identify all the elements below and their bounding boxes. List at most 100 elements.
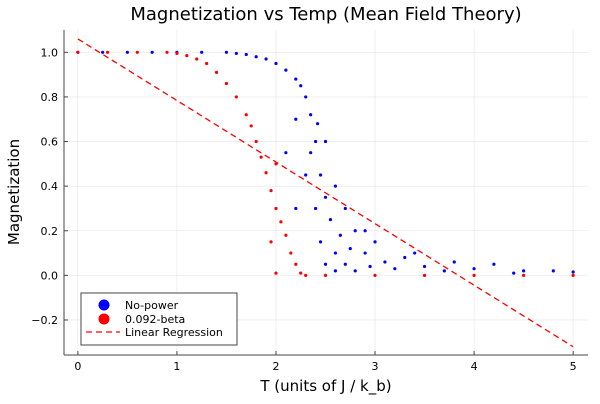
legend: No-power 0.092-beta Linear Regression — [80, 292, 238, 346]
no-power-point — [348, 246, 352, 251]
no-power-point — [328, 218, 333, 222]
no-power-point — [442, 269, 446, 273]
no-power-point — [373, 240, 377, 244]
chart-title: Magnetization vs Temp (Mean Field Theory… — [130, 4, 521, 25]
no-power-point — [315, 122, 320, 126]
no-power-point — [323, 139, 328, 144]
no-power-point — [333, 251, 338, 255]
no-power-point — [338, 233, 342, 237]
no-power-point — [452, 260, 456, 264]
x-tick-label: 3 — [372, 360, 379, 373]
no-power-point — [284, 68, 288, 72]
no-power-point — [472, 267, 476, 271]
no-power-point — [254, 55, 258, 59]
grid — [64, 30, 588, 355]
beta-point — [224, 81, 229, 86]
beta-point — [323, 273, 328, 277]
beta-point — [571, 273, 575, 277]
y-tick-label: 0.4 — [41, 180, 59, 193]
y-tick-label: −0.2 — [31, 314, 58, 327]
no-power-point — [299, 84, 303, 88]
beta-point — [165, 50, 169, 54]
beta-point — [135, 50, 139, 54]
beta-point — [289, 251, 293, 255]
x-tick-label: 1 — [173, 360, 180, 373]
no-power-point — [125, 50, 129, 54]
no-power-point — [323, 262, 328, 266]
no-power-point — [512, 271, 516, 275]
no-power-point — [313, 139, 318, 144]
no-power-point — [413, 251, 417, 255]
no-power-point — [200, 50, 204, 54]
no-power-point — [304, 95, 308, 99]
x-tick-label: 5 — [570, 360, 577, 373]
beta-point — [269, 189, 273, 193]
no-power-point — [244, 52, 248, 57]
legend-marker-beta — [98, 313, 110, 325]
beta-point — [205, 61, 209, 66]
regression-line — [77, 38, 574, 348]
no-power-point — [343, 262, 347, 266]
beta-point — [259, 155, 263, 159]
no-power-point — [343, 206, 347, 211]
beta-point — [105, 50, 110, 54]
x-tick-label: 0 — [74, 360, 81, 373]
no-power-point — [363, 229, 367, 233]
beta-point — [195, 57, 199, 61]
tick-labels: 0 1 2 3 4 5 −0.2 0.0 0.2 0.4 0.6 0.8 1.0 — [31, 46, 576, 373]
legend-label-beta: 0.092-beta — [125, 313, 185, 326]
beta-point — [274, 206, 278, 211]
x-tick-label: 2 — [272, 360, 279, 373]
y-tick-label: 0.8 — [41, 91, 59, 104]
no-power-point — [309, 113, 313, 117]
data-marks — [76, 38, 575, 348]
beta-point — [284, 233, 288, 237]
beta-point — [279, 220, 283, 224]
no-power-point — [224, 50, 229, 54]
no-power-point — [333, 269, 338, 273]
y-tick-label: 0.6 — [41, 136, 59, 149]
no-power-point — [368, 264, 372, 269]
no-power-point — [551, 269, 555, 273]
no-power-point — [383, 260, 387, 264]
y-tick-label: 0.2 — [41, 225, 59, 238]
no-power-point — [492, 262, 496, 266]
no-power-point — [318, 240, 323, 244]
axes — [63, 30, 588, 356]
beta-point — [175, 51, 179, 56]
beta-point — [269, 240, 273, 244]
beta-point — [472, 273, 476, 277]
no-power-point — [304, 173, 308, 177]
beta-point — [244, 113, 248, 117]
no-power-point — [294, 117, 298, 121]
beta-point — [264, 171, 268, 175]
no-power-point — [264, 57, 268, 61]
no-power-point — [234, 51, 238, 56]
beta-point — [214, 70, 219, 74]
no-power-point — [309, 151, 313, 155]
beta-point — [304, 273, 308, 277]
no-power-point — [522, 269, 526, 273]
no-power-point — [294, 206, 298, 211]
no-power-point — [101, 50, 105, 54]
beta-point — [249, 124, 253, 128]
legend-marker-no-power — [98, 299, 110, 311]
no-power-point — [318, 173, 323, 177]
beta-point — [522, 273, 526, 277]
beta-point — [294, 262, 298, 266]
x-tick-label: 4 — [471, 360, 478, 373]
beta-point — [185, 54, 189, 58]
no-power-point — [274, 61, 278, 66]
beta-point — [76, 50, 80, 54]
no-power-point — [403, 255, 407, 260]
no-power-point — [323, 195, 328, 199]
beta-point — [254, 139, 258, 144]
no-power-point — [393, 267, 397, 271]
x-axis-label: T (units of J / k_b) — [259, 377, 391, 396]
legend-label-no-power: No-power — [125, 299, 179, 312]
beta-point — [274, 271, 278, 275]
no-power-point — [353, 269, 357, 273]
beta-point — [299, 271, 303, 275]
legend-label-regression: Linear Regression — [125, 326, 223, 339]
